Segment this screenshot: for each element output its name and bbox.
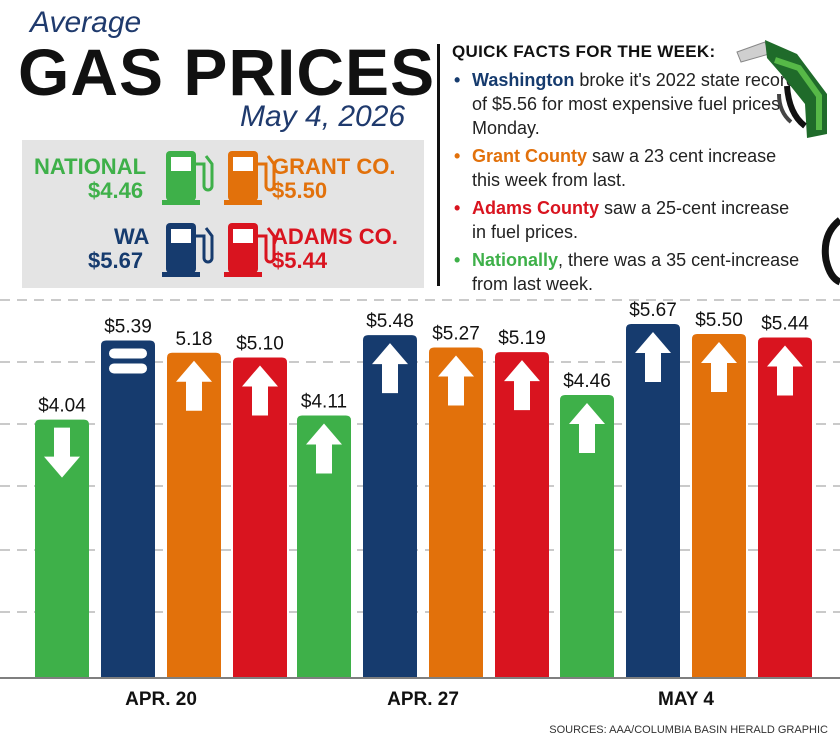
bar [495,352,549,677]
bar-chart: $4.04 $5.39 5.18 $5.10 $4.11 $5.48 $5.27 $5.19 $… [0,299,840,710]
pump-icon-wa [162,223,214,277]
bar [363,335,417,677]
quick-facts: QUICK FACTS FOR THE WEEK: • Washington b… [452,42,804,300]
data-label: $5.50 [695,310,743,331]
up-arrow-icon [569,403,605,454]
data-label: $5.39 [104,316,152,337]
bar [233,357,287,677]
legend-national-price: $4.46 [88,178,144,203]
bullet-icon: • [454,146,461,166]
bar [35,419,89,677]
data-label: $5.27 [432,323,480,344]
fact-item: • Washington broke it's 2022 state recor… [452,68,804,140]
down-arrow-icon [44,427,80,478]
fact-text: saw a 23 cent increase this week from la… [472,146,777,190]
bar [167,352,221,677]
facts-title: QUICK FACTS FOR THE WEEK: [452,42,716,61]
up-arrow-icon [635,332,671,383]
data-label: $4.46 [563,371,611,392]
pump-icon-adams [224,223,276,277]
legend-grant-price: $5.50 [272,178,328,203]
bars: $4.04 $5.39 5.18 $5.10 $4.11 $5.48 $5.27 $5.19 $… [35,300,812,677]
bar [692,334,746,677]
legend-wa-price: $5.67 [88,248,144,273]
data-label: 5.18 [176,329,213,350]
up-arrow-icon [176,360,212,411]
bullet-icon: • [454,250,461,270]
legend-national-label: NATIONAL [34,154,147,179]
bar [101,340,155,677]
data-label: $5.19 [498,328,546,349]
bullet-icon: • [454,198,461,218]
data-label: $5.67 [629,300,677,321]
divider [437,44,440,286]
fact-text: , there was a 35 cent-increase from last… [472,250,800,294]
page-title: GAS PRICES [18,35,436,109]
pump-icon-national [162,151,214,205]
fact-lead: Grant County [472,146,587,166]
data-label: $4.11 [301,392,347,413]
x-tick-label: APR. 27 [387,689,459,710]
header-subtitle: Average [30,6,142,39]
bar [429,347,483,677]
pump-icon-grant [224,151,276,205]
legend-grant-label: GRANT CO. [272,154,396,179]
equal-icon [109,363,147,374]
fact-item: • Grant County saw a 23 cent increase th… [452,144,804,192]
fact-text: broke it's 2022 state record of $5.56 fo… [472,70,796,138]
fact-text: saw a 25-cent increase in fuel prices. [472,198,790,242]
equal-icon [109,348,147,359]
data-label: $5.10 [236,333,284,354]
up-arrow-icon [701,342,737,392]
bullet-icon: • [454,70,461,90]
fact-lead: Nationally [472,250,559,270]
fuel-hose-icon [821,217,840,286]
x-axis-labels: APR. 20 APR. 27 MAY 4 [125,689,714,710]
bar [758,337,812,677]
legend-adams-label: ADAMS CO. [272,224,398,249]
data-label: $5.48 [366,311,414,332]
up-arrow-icon [242,365,278,416]
x-tick-label: MAY 4 [658,689,714,710]
legend-box: NATIONAL $4.46 GRANT CO. $5.50 WA $5.67 … [22,140,424,288]
data-label: $4.04 [38,396,86,417]
header-date: May 4, 2026 [240,100,406,133]
fact-lead: Adams County [472,198,600,218]
header: Average GAS PRICES May 4, 2026 [0,0,440,140]
fact-item: • Nationally, there was a 35 cent-increa… [452,248,804,296]
x-tick-label: APR. 20 [125,689,197,710]
legend-adams-price: $5.44 [272,248,328,273]
bar [626,324,680,677]
up-arrow-icon [767,345,803,396]
up-arrow-icon [438,355,474,406]
data-label: $5.44 [761,314,809,335]
up-arrow-icon [372,343,408,394]
legend-wa-label: WA [114,224,150,249]
fact-item: • Adams County saw a 25-cent increase in… [452,196,804,244]
bar [297,415,351,677]
up-arrow-icon [306,423,342,474]
up-arrow-icon [504,360,540,411]
fact-lead: Washington [472,70,575,90]
bar [560,395,614,677]
fuel-nozzle-icon [736,40,827,138]
source-note: SOURCES: AAA/COLUMBIA BASIN HERALD GRAPH… [549,724,828,736]
